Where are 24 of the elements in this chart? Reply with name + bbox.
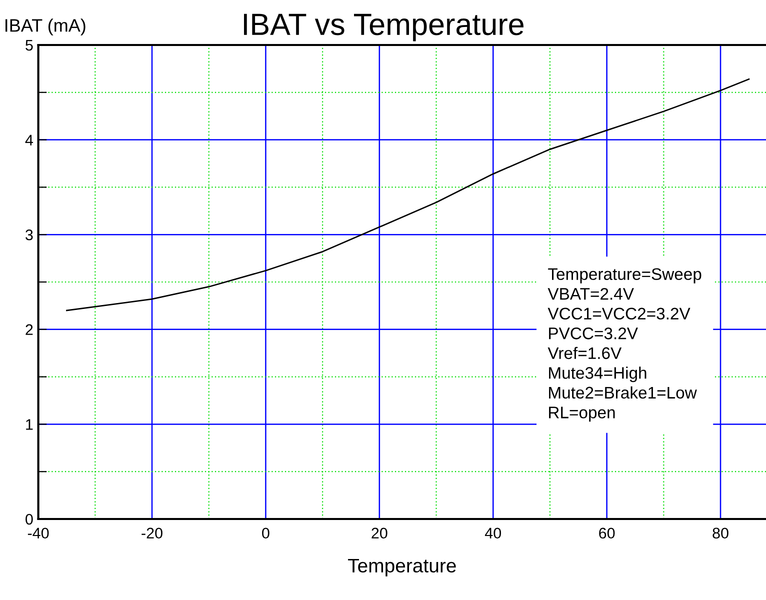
y-axis-title: IBAT (mA)	[5, 18, 86, 36]
x-tick-label: -20	[142, 528, 162, 539]
annotation: VCC1=VCC2=3.2V	[548, 308, 690, 320]
x-tick-label: 80	[712, 528, 728, 539]
y-tick-label: 2	[26, 324, 33, 335]
y-tick-label: 3	[26, 229, 33, 240]
x-tick-label: -40	[28, 528, 49, 539]
x-tick-label: 20	[372, 528, 388, 539]
annotation: Temperature=Sweep	[548, 268, 702, 284]
x-tick-label: 60	[599, 528, 615, 539]
x-tick-label: 40	[484, 528, 502, 539]
chart-title: IBAT vs Temperature	[244, 14, 524, 42]
y-tick-label: 4	[25, 134, 33, 146]
y-tick-label: 0	[26, 514, 33, 525]
x-tick-label: 0	[262, 528, 270, 539]
y-tick-label: 1	[26, 419, 33, 430]
y-tick-label: 5	[26, 40, 33, 51]
annotation: Mute2=Brake1=Low	[549, 386, 697, 399]
annotation: VBAT=2.4V	[548, 288, 634, 300]
annotation: Vref=1.6V	[548, 346, 622, 360]
annotation: PVCC=3.2V	[549, 328, 638, 340]
annotation: RL=open	[549, 406, 615, 422]
annotation: Mute34=High	[549, 366, 646, 382]
x-axis-title: Temperature	[348, 558, 456, 576]
